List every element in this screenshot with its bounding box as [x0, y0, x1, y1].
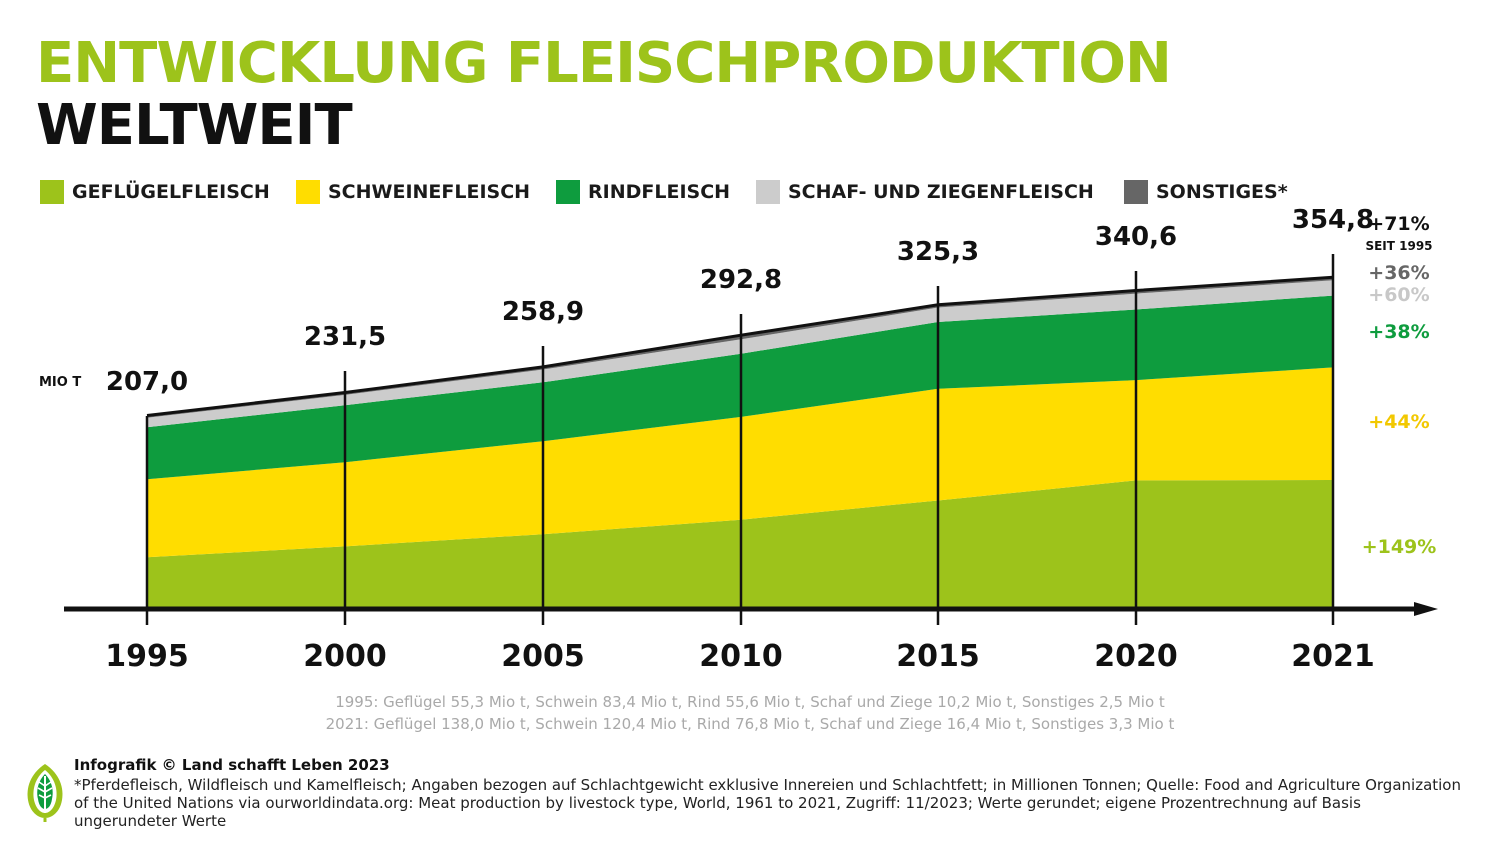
note-1995: 1995: Geflügel 55,3 Mio t, Schwein 83,4 … [335, 693, 1165, 711]
x-tick-label: 2015 [896, 639, 980, 674]
legend-swatch-sheep-goat [756, 180, 780, 204]
x-tick-label: 2000 [303, 639, 387, 674]
series-change-label: +36% [1368, 262, 1429, 284]
legend-label-pork: SCHWEINEFLEISCH [328, 181, 531, 203]
since-label: SEIT 1995 [1365, 239, 1432, 253]
legend-item-sheep-goat: SCHAF- UND ZIEGENFLEISCH [756, 178, 1094, 206]
total-value-label: 340,6 [1095, 222, 1177, 252]
total-value-label: 325,3 [897, 237, 979, 267]
legend-label-sheep-goat: SCHAF- UND ZIEGENFLEISCH [788, 181, 1094, 203]
legend-swatch-pork [296, 180, 320, 204]
x-axis: 1995 2000 2005 2010 2015 2020 2021 [64, 602, 1438, 674]
legend-swatch-other [1124, 180, 1148, 204]
total-value-label: 354,8 [1292, 205, 1374, 235]
total-value-label: 292,8 [700, 265, 782, 295]
x-tick-label: 2021 [1291, 639, 1375, 674]
total-value-label: 207,0 [106, 367, 188, 397]
area-other [147, 277, 1333, 418]
legend-label-other: SONSTIGES* [1156, 181, 1288, 203]
legend-label-beef: RINDFLEISCH [588, 181, 731, 203]
x-tick-label: 2005 [501, 639, 585, 674]
series-change-label: +60% [1368, 284, 1429, 306]
series-change-label: +149% [1362, 536, 1437, 558]
footer-note: *Pferdefleisch, Wildfleisch und Kamelfle… [74, 776, 1461, 830]
legend-item-poultry: GEFLÜGELFLEISCH [40, 178, 270, 206]
legend-label-poultry: GEFLÜGELFLEISCH [72, 181, 270, 203]
legend-item-beef: RINDFLEISCH [556, 178, 730, 206]
total-value-label: 231,5 [304, 322, 386, 352]
chart-subtitle: WELTWEIT [36, 93, 353, 158]
leaf-logo-icon [27, 764, 63, 822]
legend-swatch-beef [556, 180, 580, 204]
year-markers [145, 254, 1335, 625]
note-2021: 2021: Geflügel 138,0 Mio t, Schwein 120,… [326, 715, 1175, 733]
x-axis-arrow-icon [1414, 602, 1438, 616]
chart-labels: 207,0 231,5 258,9 292,8 325,3 340,6 354,8 MIO T… [39, 205, 1436, 733]
total-change-label: +71% [1368, 213, 1429, 235]
legend-item-other: SONSTIGES* [1124, 178, 1288, 206]
x-tick-label: 2010 [699, 639, 783, 674]
series-change-label: +44% [1368, 411, 1429, 433]
x-tick-label: 2020 [1094, 639, 1178, 674]
x-tick-label: 1995 [105, 639, 189, 674]
total-value-label: 258,9 [502, 297, 584, 327]
chart-title: ENTWICKLUNG FLEISCHPRODUKTION [36, 31, 1172, 96]
legend-item-pork: SCHWEINEFLEISCH [296, 178, 530, 206]
footer-credit: Infografik © Land schafft Leben 2023 [74, 756, 390, 774]
unit-label: MIO T [39, 375, 81, 390]
series-change-label: +38% [1368, 321, 1429, 343]
legend-swatch-poultry [40, 180, 64, 204]
